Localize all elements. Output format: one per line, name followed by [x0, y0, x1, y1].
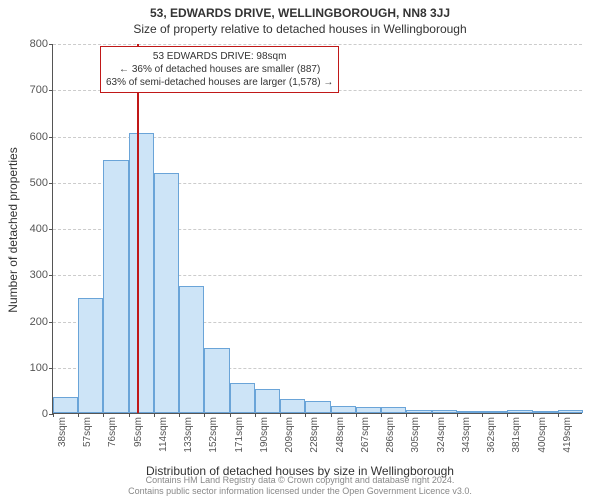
x-tick-mark	[204, 413, 205, 417]
x-tick-mark	[406, 413, 407, 417]
x-tick-mark	[78, 413, 79, 417]
histogram-bar	[356, 407, 381, 413]
x-tick-label: 228sqm	[309, 417, 320, 453]
histogram-bar	[457, 411, 482, 413]
histogram-bar	[507, 410, 532, 413]
x-tick-label: 305sqm	[410, 417, 421, 453]
histogram-bar	[558, 410, 583, 413]
x-tick-mark	[558, 413, 559, 417]
histogram-bar	[331, 406, 356, 413]
footer-line-1: Contains HM Land Registry data © Crown c…	[0, 475, 600, 486]
y-tick-label: 400	[17, 223, 53, 235]
histogram-bar	[154, 173, 179, 414]
x-tick-label: 419sqm	[562, 417, 573, 453]
y-tick-mark	[49, 275, 53, 276]
y-tick-label: 0	[17, 408, 53, 420]
x-tick-label: 152sqm	[208, 417, 219, 453]
histogram-bar	[230, 383, 255, 413]
y-tick-mark	[49, 90, 53, 91]
x-tick-label: 38sqm	[57, 417, 68, 447]
x-tick-label: 114sqm	[158, 417, 169, 452]
chart-area: 010020030040050060070080038sqm57sqm76sqm…	[52, 44, 582, 414]
x-tick-mark	[331, 413, 332, 417]
y-tick-label: 700	[17, 84, 53, 96]
footer-text: Contains HM Land Registry data © Crown c…	[0, 475, 600, 497]
histogram-bar	[533, 411, 558, 413]
y-tick-mark	[49, 137, 53, 138]
y-tick-label: 300	[17, 269, 53, 281]
histogram-bar	[280, 399, 305, 413]
x-tick-mark	[230, 413, 231, 417]
x-tick-mark	[533, 413, 534, 417]
x-tick-label: 209sqm	[284, 417, 295, 453]
y-tick-mark	[49, 229, 53, 230]
x-tick-label: 381sqm	[511, 417, 522, 453]
histogram-bar	[129, 133, 154, 413]
y-tick-mark	[49, 183, 53, 184]
x-tick-mark	[381, 413, 382, 417]
x-tick-label: 362sqm	[486, 417, 497, 453]
histogram-bar	[432, 410, 457, 413]
x-tick-mark	[305, 413, 306, 417]
plot-area: 010020030040050060070080038sqm57sqm76sqm…	[52, 44, 582, 414]
x-tick-label: 133sqm	[183, 417, 194, 453]
footer-line-2: Contains public sector information licen…	[0, 486, 600, 497]
histogram-bar	[103, 160, 128, 413]
y-tick-label: 800	[17, 38, 53, 50]
y-tick-label: 500	[17, 177, 53, 189]
x-tick-mark	[482, 413, 483, 417]
histogram-bar	[179, 286, 204, 413]
annotation-line-2: ← 36% of detached houses are smaller (88…	[106, 63, 333, 76]
x-tick-mark	[53, 413, 54, 417]
x-tick-label: 190sqm	[259, 417, 270, 453]
x-tick-label: 57sqm	[82, 417, 93, 447]
histogram-bar	[78, 298, 103, 413]
x-tick-mark	[154, 413, 155, 417]
y-tick-mark	[49, 322, 53, 323]
histogram-bar	[204, 348, 229, 413]
x-tick-label: 248sqm	[335, 417, 346, 453]
x-tick-label: 286sqm	[385, 417, 396, 453]
x-tick-label: 76sqm	[107, 417, 118, 447]
x-tick-mark	[179, 413, 180, 417]
y-tick-mark	[49, 368, 53, 369]
x-tick-mark	[432, 413, 433, 417]
x-tick-mark	[129, 413, 130, 417]
x-tick-mark	[103, 413, 104, 417]
x-tick-label: 95sqm	[133, 417, 144, 447]
histogram-bar	[406, 410, 431, 413]
gridline	[53, 44, 582, 45]
x-tick-mark	[255, 413, 256, 417]
histogram-bar	[305, 401, 330, 413]
x-tick-label: 400sqm	[537, 417, 548, 453]
histogram-bar	[482, 411, 507, 413]
page-title-1: 53, EDWARDS DRIVE, WELLINGBOROUGH, NN8 3…	[0, 0, 600, 20]
annotation-line-1: 53 EDWARDS DRIVE: 98sqm	[106, 50, 333, 63]
page-title-2: Size of property relative to detached ho…	[0, 20, 600, 36]
y-tick-label: 100	[17, 362, 53, 374]
histogram-bar	[381, 407, 406, 413]
reference-line	[137, 44, 139, 413]
x-tick-label: 343sqm	[461, 417, 472, 453]
x-tick-mark	[356, 413, 357, 417]
histogram-bar	[53, 397, 78, 413]
x-tick-mark	[457, 413, 458, 417]
annotation-line-3: 63% of semi-detached houses are larger (…	[106, 76, 333, 89]
y-tick-label: 200	[17, 316, 53, 328]
histogram-bar	[255, 389, 280, 413]
x-tick-label: 171sqm	[234, 417, 245, 453]
y-tick-label: 600	[17, 131, 53, 143]
annotation-box: 53 EDWARDS DRIVE: 98sqm ← 36% of detache…	[100, 46, 339, 93]
x-tick-mark	[507, 413, 508, 417]
x-tick-mark	[280, 413, 281, 417]
x-tick-label: 324sqm	[436, 417, 447, 453]
y-tick-mark	[49, 44, 53, 45]
x-tick-label: 267sqm	[360, 417, 371, 453]
